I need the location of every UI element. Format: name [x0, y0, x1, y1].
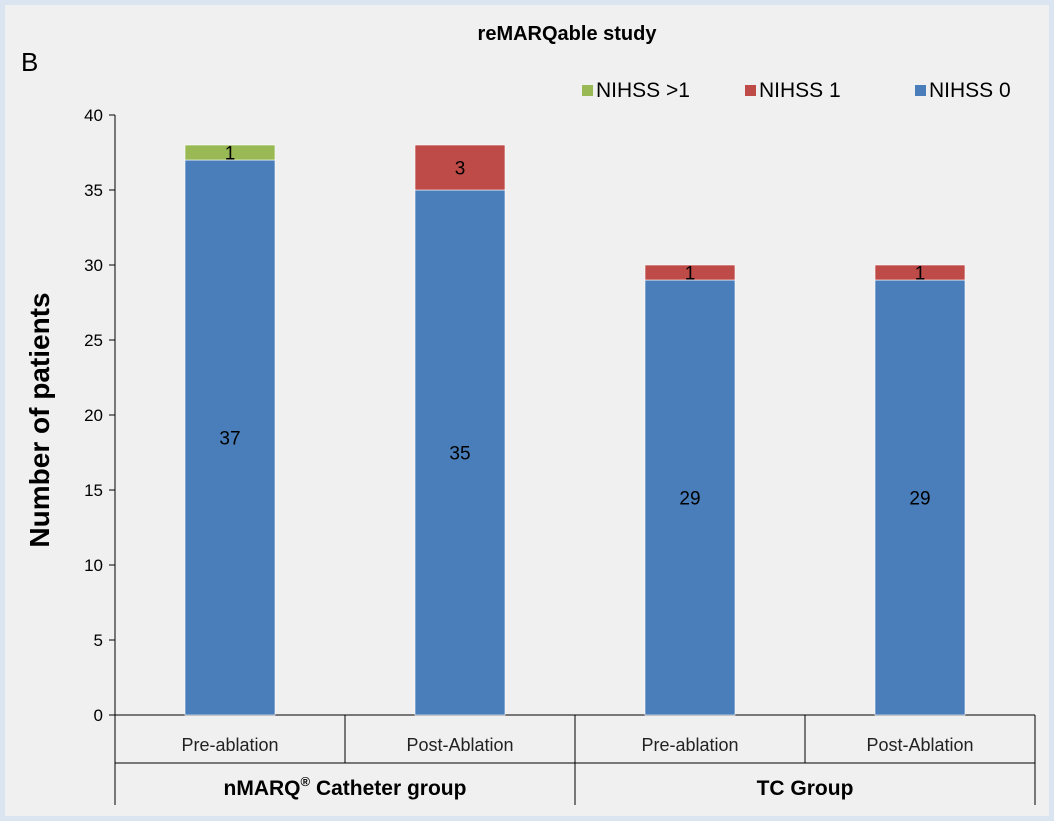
x-tick-label: Pre-ablation — [641, 735, 738, 755]
y-tick-label: 0 — [94, 706, 103, 725]
data-label: 37 — [219, 429, 240, 450]
data-label: 1 — [685, 264, 696, 285]
group-label: TC Group — [757, 777, 854, 800]
legend-swatch — [915, 85, 926, 96]
data-label: 3 — [455, 159, 466, 180]
bar-segment-nihss-1 — [414, 144, 506, 191]
y-tick-label: 20 — [84, 406, 103, 425]
x-tick-label: Pre-ablation — [181, 735, 278, 755]
legend-swatch — [582, 85, 593, 96]
bar-segment-nihss-1 — [874, 264, 966, 281]
chart-frame: B reMARQable study Number of patients 0 5… — [5, 5, 1049, 816]
plot-area: 0 5 10 15 20 25 30 35 40 Pre-ablation Post-Ablatio… — [84, 106, 1036, 805]
legend: NIHSS >1 NIHSS 1 NIHSS 0 — [582, 79, 1011, 102]
y-axis-label: Number of patients — [24, 292, 55, 547]
y-tick-label: 35 — [84, 181, 103, 200]
stacked-bar-chart: B reMARQable study Number of patients 0 5… — [21, 23, 1036, 805]
y-tick-label: 15 — [84, 481, 103, 500]
panel-label: B — [21, 47, 38, 77]
legend-swatch — [745, 85, 756, 96]
bar-segment-nihss-1 — [184, 144, 276, 161]
bar-segment-nihss-0 — [874, 279, 966, 716]
bar-segment-nihss-1 — [644, 264, 736, 281]
data-label: 35 — [449, 444, 470, 465]
x-tick-label: Post-Ablation — [866, 735, 973, 755]
data-label: 29 — [679, 489, 700, 510]
bar-segment-nihss-0 — [184, 159, 276, 716]
legend-label: NIHSS >1 — [596, 79, 690, 102]
y-tick-label: 40 — [84, 106, 103, 125]
data-label: 1 — [915, 264, 926, 285]
bar-segment-nihss-0 — [414, 189, 506, 716]
chart-title: reMARQable study — [478, 23, 658, 45]
y-tick-label: 25 — [84, 331, 103, 350]
y-tick-label: 10 — [84, 556, 103, 575]
data-label: 29 — [909, 489, 930, 510]
y-tick-label: 5 — [94, 631, 103, 650]
data-label: 1 — [225, 144, 236, 165]
legend-label: NIHSS 0 — [929, 79, 1011, 102]
legend-label: NIHSS 1 — [759, 79, 841, 102]
group-label: nMARQ® Catheter group — [224, 774, 467, 800]
x-tick-label: Post-Ablation — [406, 735, 513, 755]
y-tick-label: 30 — [84, 256, 103, 275]
bar-segment-nihss-0 — [644, 279, 736, 716]
